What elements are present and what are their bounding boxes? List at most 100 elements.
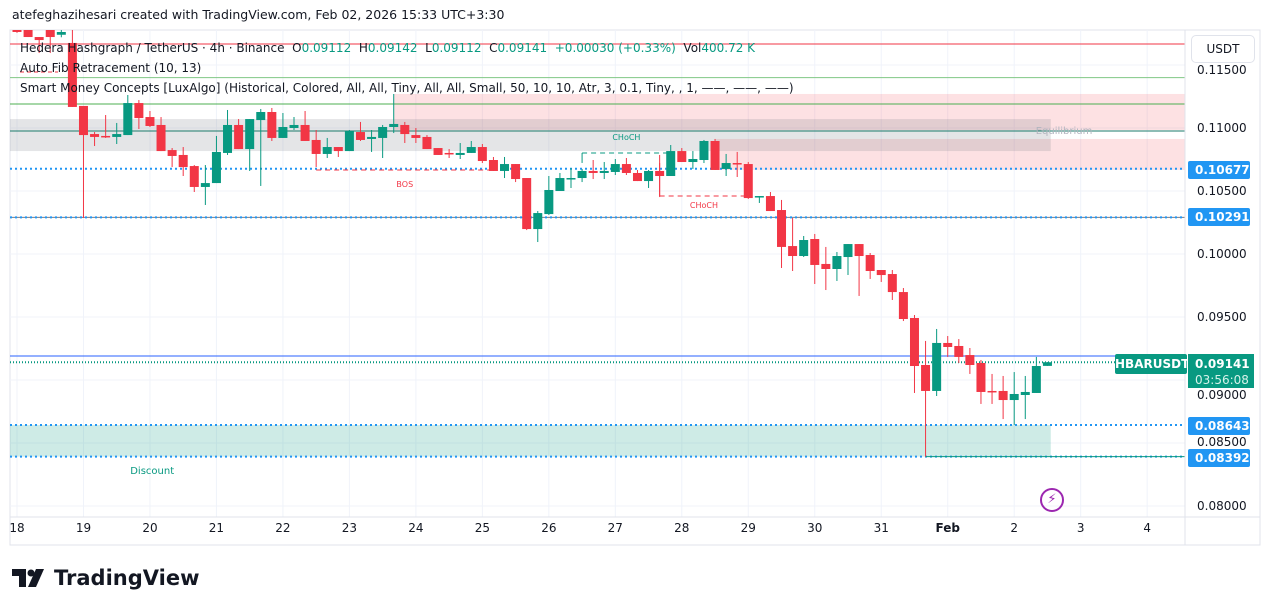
candle-body	[788, 246, 798, 257]
candle-body	[621, 164, 631, 173]
low-value: 0.09112	[431, 41, 482, 55]
candle-body	[777, 210, 787, 247]
candle-body	[145, 117, 155, 126]
candle-body	[45, 30, 55, 38]
candle	[422, 135, 432, 150]
candle	[788, 217, 798, 272]
candle	[56, 30, 66, 38]
candle-body	[300, 124, 310, 141]
candle-body	[56, 31, 66, 35]
candle-body	[1042, 362, 1052, 366]
candle-body	[898, 292, 908, 320]
x-tick-label: Feb	[935, 521, 960, 535]
candle-body	[411, 135, 421, 138]
candle	[344, 130, 354, 152]
candle	[367, 130, 377, 152]
candle-body	[599, 170, 609, 173]
candle-body	[389, 123, 399, 127]
candle	[1042, 362, 1052, 366]
x-tick-label: 19	[76, 521, 91, 535]
candle-body	[743, 164, 753, 199]
y-tick-label: 0.08500	[1197, 435, 1247, 449]
indicator-smc[interactable]: Smart Money Concepts [LuxAlgo] (Historic…	[20, 81, 794, 95]
candle-body	[245, 119, 255, 150]
candle-body	[344, 131, 354, 152]
zone-discount	[10, 424, 1051, 457]
candle	[1020, 375, 1030, 420]
candle-body	[1009, 393, 1019, 401]
candle	[976, 359, 986, 404]
symbol-legend[interactable]: Hedera Hashgraph / TetherUS · 4h · Binan…	[20, 38, 794, 58]
currency-button[interactable]: USDT	[1191, 35, 1255, 63]
candle-body	[688, 158, 698, 163]
volume-label: Vol	[683, 41, 702, 55]
candle-body	[765, 196, 775, 212]
candle	[799, 235, 809, 258]
candle	[466, 140, 476, 153]
candle-body	[677, 151, 687, 163]
zone-premium	[393, 93, 1185, 131]
low-label: L	[425, 41, 432, 55]
close-value: 0.09141	[497, 41, 548, 55]
candle	[90, 132, 100, 147]
candle	[533, 211, 543, 243]
candle	[1009, 372, 1019, 425]
candle-body	[123, 103, 133, 136]
candle	[411, 128, 421, 143]
x-tick-label: 22	[275, 521, 290, 535]
lightning-icon[interactable]: ⚡	[1040, 488, 1064, 512]
candle-body	[289, 124, 299, 128]
x-tick-label: 24	[408, 521, 423, 535]
candle-body	[234, 124, 244, 150]
x-tick-label: 26	[541, 521, 556, 535]
y-tick-label: 0.08000	[1197, 499, 1247, 513]
candle	[167, 148, 177, 168]
candle	[544, 176, 554, 215]
candle-body	[311, 139, 321, 154]
candle-body	[167, 150, 177, 156]
candle-body	[555, 178, 565, 191]
x-tick-label: 25	[475, 521, 490, 535]
candle-body	[477, 147, 487, 162]
candle-body	[533, 213, 543, 230]
candle	[123, 94, 133, 136]
candle	[245, 119, 255, 171]
candle-body	[1020, 391, 1030, 395]
candle-body	[887, 274, 897, 293]
candle-body	[178, 154, 188, 168]
candle-body	[909, 318, 919, 367]
candle	[455, 142, 465, 159]
y-tick-label: 0.09500	[1197, 310, 1247, 324]
candle	[267, 107, 277, 141]
indicator-fib[interactable]: Auto Fib Retracement (10, 13)	[20, 61, 202, 75]
watermark: atefeghazihesari created with TradingVie…	[12, 7, 505, 22]
candle-body	[843, 244, 853, 258]
candle	[898, 288, 908, 322]
high-value: 0.09142	[367, 41, 418, 55]
candle-body	[644, 170, 654, 182]
candle-body	[522, 178, 532, 230]
price-label-level: 0.08392	[1188, 449, 1250, 467]
candle-body	[610, 164, 620, 172]
candle-body	[588, 170, 598, 173]
high-label: H	[358, 41, 368, 55]
candle	[234, 119, 244, 150]
x-tick-label: 29	[741, 521, 756, 535]
candle	[754, 196, 764, 203]
candle	[444, 149, 454, 158]
candle	[721, 153, 731, 177]
candle	[644, 169, 654, 188]
candle	[256, 108, 266, 186]
candle	[400, 121, 410, 143]
zone-equilibrium	[10, 119, 1051, 152]
candle-body	[355, 132, 365, 140]
candle	[765, 192, 775, 212]
candle	[322, 137, 332, 158]
candle-body	[976, 362, 986, 392]
candle-body	[433, 148, 443, 155]
tradingview-logo[interactable]: TradingView	[12, 566, 199, 590]
open-label: O	[292, 41, 302, 55]
change-value: +0.00030 (+0.33%)	[554, 41, 676, 55]
last-price-label: 0.09141 03:56:08	[1188, 354, 1254, 388]
